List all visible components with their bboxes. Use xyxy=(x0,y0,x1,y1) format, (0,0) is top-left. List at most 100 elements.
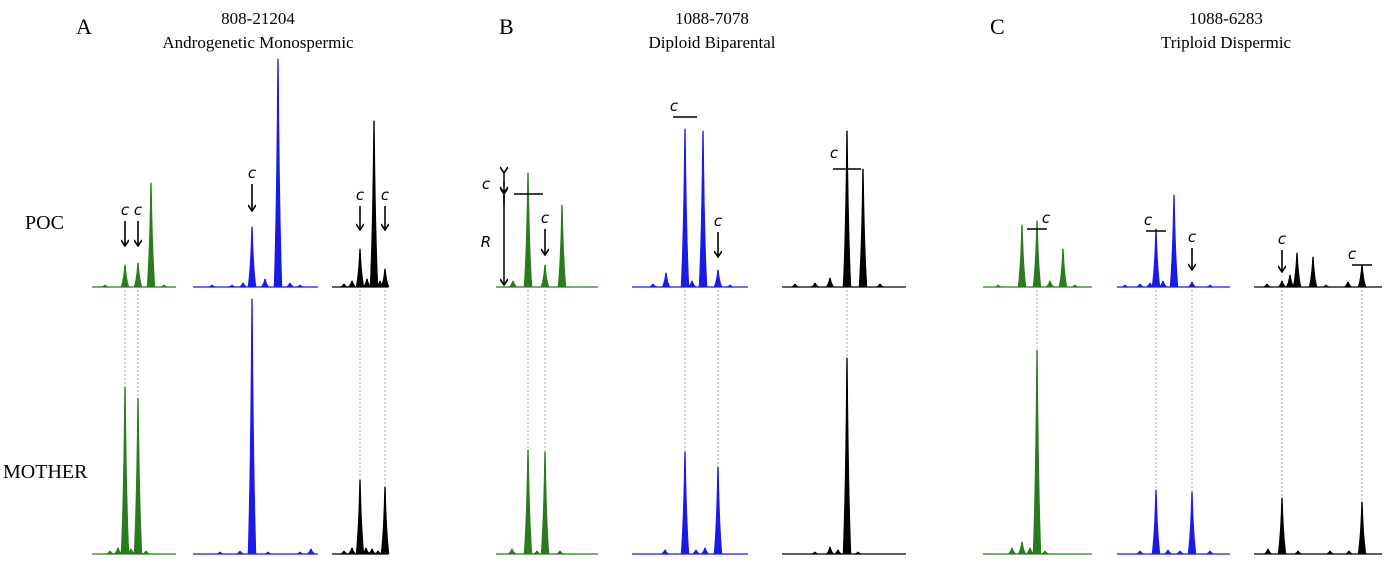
panel-a-mother-black-trace-peak xyxy=(373,550,383,555)
panel-c-mother-green-trace-peak xyxy=(1017,541,1027,555)
panel-c-poc-blue-trace-peak xyxy=(1135,283,1145,288)
panel-b-mother-blue-trace-peak xyxy=(700,547,710,555)
panel-b-mother-black-trace-peak xyxy=(853,551,863,555)
panel-b-mother-green-trace-peak xyxy=(532,550,542,555)
panel-c-mother-green-trace-peak xyxy=(1007,547,1017,555)
contamination-label: c xyxy=(121,201,130,219)
panel-a-poc-black-trace-peak xyxy=(355,248,365,288)
panel-b-mother-black-trace xyxy=(782,357,906,555)
panel-c-poc-blue-trace-peak xyxy=(1169,194,1179,288)
panel-a-poc-green-trace-peak xyxy=(159,284,169,288)
contamination-label: c xyxy=(381,186,390,204)
panel-a-letter: A xyxy=(76,14,92,39)
panel-a-mother-black-trace-peak xyxy=(347,547,357,555)
panel-c-poc-black-trace-peak xyxy=(1285,274,1295,288)
panel-b-sample-id: 1088-7078 xyxy=(675,9,749,28)
panel-c-sample-id: 1088-6283 xyxy=(1189,9,1263,28)
panel-b-poc-blue-trace-peak xyxy=(698,130,708,288)
panel-b-poc-green-trace-peak xyxy=(508,280,518,288)
panel-b-mother-green-trace xyxy=(496,449,598,555)
contamination-label: c xyxy=(1144,211,1153,229)
panel-c-mother-green-trace-peak xyxy=(1032,349,1042,555)
panel-c-poc-green-trace-peak xyxy=(1032,220,1042,288)
panel-b-mother-green-trace-peak xyxy=(523,449,533,555)
panel-a-type: Androgenetic Monospermic xyxy=(162,33,354,52)
panel-c-mother-black-trace-peak xyxy=(1263,548,1273,555)
panel-a-poc-blue-trace-peak xyxy=(273,58,283,288)
panel-b-mother-green-trace-peak xyxy=(507,548,517,555)
panel-c-poc-green-trace-peak xyxy=(1017,224,1027,288)
contamination-label: c xyxy=(1278,230,1287,248)
panel-b-poc-green-trace xyxy=(496,172,598,288)
bracket-r-label: R xyxy=(481,233,491,251)
panel-a-mother-blue-trace-peak xyxy=(263,551,273,555)
panel-a-mother-blue-trace xyxy=(193,298,318,555)
contamination-label: c xyxy=(356,186,365,204)
panel-c-mother-blue-trace-peak xyxy=(1135,550,1145,555)
panel-c-poc-black-trace-peak xyxy=(1292,252,1302,288)
panel-c-type: Triploid Dispermic xyxy=(1160,33,1292,52)
panel-a-poc-blue-trace-peak xyxy=(260,278,270,288)
panel-c-mother-black-trace-peak xyxy=(1357,501,1367,555)
panel-c-poc-blue-trace xyxy=(1117,194,1230,288)
panel-a-mother-green-trace-peak xyxy=(113,547,123,555)
panel-b-poc-black-trace-peak xyxy=(875,283,885,288)
contamination-label: c xyxy=(670,97,679,115)
contamination-label: c xyxy=(541,209,550,227)
panel-b-poc-black-trace-peak xyxy=(858,168,868,288)
panel-c-poc-black-trace-peak xyxy=(1357,264,1367,288)
panel-c-mother-blue-trace xyxy=(1117,489,1230,555)
panel-b-poc-green-trace-peak xyxy=(523,172,533,288)
panel-c-poc-black-trace-peak xyxy=(1277,280,1287,288)
panel-b-poc-green-trace-peak xyxy=(557,204,567,288)
panel-c-poc-blue-trace-peak xyxy=(1120,284,1130,288)
panel-c-mother-blue-trace-peak xyxy=(1175,550,1185,555)
panel-a-mother-black-trace-peak xyxy=(380,486,390,555)
contamination-label: c xyxy=(714,212,723,230)
panel-a-poc-blue-trace-peak xyxy=(207,284,217,288)
panel-c-letter: C xyxy=(990,14,1005,39)
panel-a-poc-green-trace-peak xyxy=(133,262,143,288)
panel-b-poc-green-trace-peak xyxy=(540,264,550,288)
contamination-label: c xyxy=(1042,209,1051,227)
panel-a-poc-blue-trace-peak xyxy=(285,282,295,288)
panel-c-poc-blue-trace-peak xyxy=(1187,281,1197,288)
contamination-label: c xyxy=(830,144,839,162)
panel-c-poc-black-trace-peak xyxy=(1343,281,1353,288)
panel-c-mother-black-trace xyxy=(1254,497,1382,555)
panel-c-poc-black-trace-peak xyxy=(1321,284,1331,288)
panel-a-mother-black-trace-peak xyxy=(367,548,377,555)
panel-c-mother-black-trace-peak xyxy=(1325,550,1335,555)
panel-b-mother-blue-trace xyxy=(632,451,748,555)
panel-c-poc-blue-trace-peak xyxy=(1151,228,1161,288)
panel-c-mother-green-trace-peak xyxy=(1040,550,1050,555)
panel-b-mother-black-trace-peak xyxy=(833,549,843,555)
panel-a-poc-black-trace-peak xyxy=(362,278,372,288)
panel-a-mother-green-trace-peak xyxy=(133,397,143,555)
bracket-c-label: c xyxy=(482,175,491,193)
panel-a-mother-green-trace-peak xyxy=(141,550,151,555)
panel-c-mother-blue-trace-peak xyxy=(1205,550,1215,555)
panel-c-poc-green-trace-peak xyxy=(993,284,1003,288)
panel-a-poc-blue-trace-peak xyxy=(295,284,305,288)
panel-b-poc-blue-trace-peak xyxy=(648,283,658,288)
panel-a-poc-black-trace-peak xyxy=(369,120,379,288)
panel-c-poc-black-trace-peak xyxy=(1262,283,1272,288)
panel-a-mother-black-trace xyxy=(332,479,390,555)
row-label-poc: POC xyxy=(25,212,64,234)
panel-a-poc-blue-trace-peak xyxy=(247,226,257,288)
panel-b-poc-black-trace-peak xyxy=(790,283,800,288)
row-label-mother: MOTHER xyxy=(3,461,88,483)
panel-c-poc-black-trace-peak xyxy=(1308,256,1318,288)
panel-c-mother-black-trace-peak xyxy=(1293,550,1303,555)
panel-a-mother-blue-trace-peak xyxy=(306,548,316,555)
panel-b-poc-black-trace-peak xyxy=(825,277,835,288)
panel-a-mother-blue-trace-peak xyxy=(235,550,245,555)
panel-a-mother-green-trace xyxy=(92,386,176,555)
panel-b-mother-black-trace-peak xyxy=(825,546,835,555)
panel-a-poc-green-trace-peak xyxy=(100,284,110,288)
panel-b-mother-green-trace-peak xyxy=(540,451,550,555)
panel-a-poc-green-trace-peak xyxy=(120,264,130,288)
panel-c-poc-blue-trace-peak xyxy=(1205,284,1215,288)
